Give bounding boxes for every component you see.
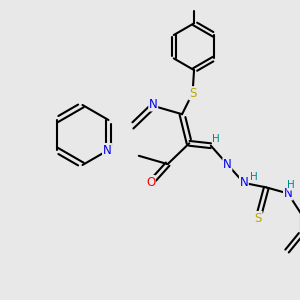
Text: N: N: [239, 176, 248, 189]
Text: N: N: [223, 158, 232, 171]
Text: N: N: [284, 187, 292, 200]
Text: S: S: [255, 212, 262, 224]
Text: H: H: [212, 134, 220, 144]
Text: S: S: [189, 87, 196, 100]
Text: H: H: [250, 172, 257, 182]
Text: N: N: [149, 98, 158, 111]
Text: H: H: [287, 180, 295, 190]
Text: O: O: [146, 176, 155, 189]
Text: N: N: [103, 143, 111, 157]
